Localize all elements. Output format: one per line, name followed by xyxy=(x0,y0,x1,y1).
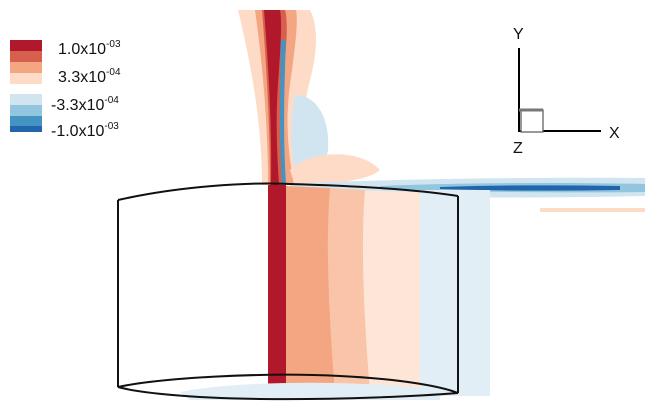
legend-swatch xyxy=(10,73,42,84)
wake-contour-dark-red xyxy=(264,10,282,185)
surface-band-medium-red xyxy=(285,186,335,396)
vortex-wake-contours xyxy=(238,10,380,186)
x-axis-label: X xyxy=(609,125,620,142)
blade-top-edge xyxy=(117,182,459,201)
legend-label: 3.3x10-04 xyxy=(58,67,121,86)
blade-bottom-airfoil xyxy=(117,373,459,401)
surface-band-light-red xyxy=(328,188,370,394)
legend-label-exponent: -03 xyxy=(104,121,119,132)
y-axis-label: Y xyxy=(513,26,524,43)
legend-swatch xyxy=(10,51,42,62)
trailing-wake-dark-blue xyxy=(440,185,620,191)
surface-band-bottom-blue xyxy=(180,382,440,400)
legend-label-exponent: -04 xyxy=(106,67,121,78)
legend-label: -3.3x10-04 xyxy=(51,95,119,114)
legend-label-mantissa: 1.0x10 xyxy=(58,41,106,58)
legend-label: -1.0x10-03 xyxy=(51,121,119,140)
surface-band-leading-red xyxy=(268,185,286,397)
z-axis-box xyxy=(520,109,544,133)
legend-label-exponent: -03 xyxy=(106,39,121,50)
legend-label: 1.0x10-03 xyxy=(58,39,121,58)
legend-swatch xyxy=(10,105,42,116)
legend-swatch xyxy=(10,116,42,126)
legend-swatch xyxy=(10,40,42,51)
axes-triad: Y X Z xyxy=(513,26,620,157)
wake-contour-light-blue-lobe xyxy=(291,95,329,177)
legend-label-exponent: -04 xyxy=(104,95,119,106)
wake-contour-blue-edge xyxy=(280,40,286,184)
blade-surface-contours xyxy=(180,185,490,400)
color-legend: 1.0x10-03 3.3x10-04 -3.3x10-04 -1.0x10-0… xyxy=(10,39,121,140)
legend-label-mantissa: -1.0x10 xyxy=(51,123,104,140)
wake-contour-pale-red-lobe xyxy=(290,154,380,186)
legend-swatch xyxy=(10,84,42,94)
z-axis-label: Z xyxy=(513,140,523,157)
surface-band-pale-blue-tail xyxy=(420,190,490,396)
legend-label-mantissa: -3.3x10 xyxy=(51,97,104,114)
legend-label-mantissa: 3.3x10 xyxy=(58,69,106,86)
trailing-wake-pale-red xyxy=(540,208,645,212)
blade-outline xyxy=(117,182,459,401)
legend-swatch xyxy=(10,94,42,105)
legend-swatch xyxy=(10,126,42,132)
legend-swatches xyxy=(10,40,42,132)
legend-swatch xyxy=(10,62,42,73)
